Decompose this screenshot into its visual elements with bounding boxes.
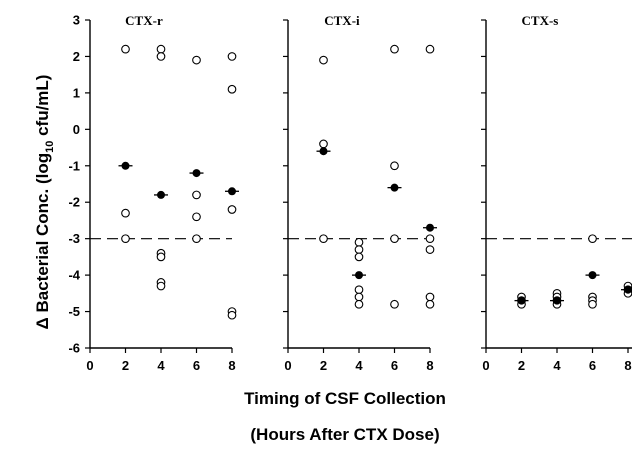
individual-point — [121, 234, 130, 244]
individual-point — [156, 252, 166, 262]
individual-point — [425, 299, 435, 309]
panel-title: CTX-r — [125, 13, 163, 28]
individual-point — [319, 234, 328, 244]
y-tick-label: 2 — [73, 49, 80, 64]
x-tick-label: 8 — [426, 358, 433, 373]
individual-point — [425, 245, 435, 254]
y-axis-title-main: Δ Bacterial Conc. (log — [33, 153, 52, 330]
panels-group: 3 2 1 0 -1 -2 -3 -4 -5 -6 0 2 4 6 8 CTX-r 0 2 4 6 8 CTX-i 0 2 4 6… — [68, 13, 632, 373]
x-tick-label: 8 — [624, 358, 631, 373]
mean-point — [588, 271, 597, 280]
individual-point — [588, 299, 597, 309]
panel-title: CTX-i — [324, 13, 360, 28]
x-tick-label: 2 — [122, 358, 129, 373]
x-tick-label: 6 — [193, 358, 200, 373]
panel-3: 0 2 4 6 8 CTX-s — [481, 13, 632, 373]
individual-point — [390, 44, 399, 54]
individual-point — [121, 208, 130, 218]
individual-point — [192, 234, 201, 244]
individual-point — [390, 299, 399, 309]
y-tick-label: -4 — [68, 268, 80, 283]
x-axis-title-line2: (Hours After CTX Dose) — [250, 425, 439, 444]
individual-point — [354, 245, 364, 254]
mean-point — [228, 187, 236, 196]
individual-point — [227, 205, 237, 214]
individual-point — [156, 281, 166, 291]
y-tick-label: 3 — [73, 13, 80, 28]
panel-title: CTX-s — [522, 13, 559, 28]
x-tick-label: 2 — [518, 358, 525, 373]
x-tick-label: 0 — [482, 358, 489, 373]
individual-point — [354, 292, 364, 302]
individual-point — [192, 190, 201, 200]
x-axis-title: Timing of CSF Collection — [244, 389, 446, 408]
x-tick-label: 8 — [228, 358, 235, 373]
individual-point — [227, 84, 237, 94]
y-tick-label: 0 — [73, 122, 80, 137]
y-axis-title-subscript: 10 — [44, 141, 56, 153]
y-tick-label: -1 — [68, 158, 80, 173]
individual-point — [192, 55, 201, 65]
panel-1: 3 2 1 0 -1 -2 -3 -4 -5 -6 0 2 4 6 8 CTX-r — [68, 13, 239, 373]
mean-point — [319, 147, 328, 156]
individual-point — [192, 212, 201, 222]
y-axis-title-unit: cfu/mL) — [33, 75, 52, 141]
mean-point — [390, 183, 399, 192]
individual-point — [425, 234, 435, 244]
y-tick-label: -5 — [68, 304, 80, 319]
y-tick-label: -3 — [68, 231, 80, 246]
individual-point — [390, 234, 399, 244]
x-tick-label: 0 — [284, 358, 291, 373]
mean-point — [624, 285, 632, 294]
mean-point — [355, 271, 363, 280]
x-tick-label: 6 — [391, 358, 398, 373]
mean-point — [157, 190, 165, 199]
individual-point — [390, 161, 399, 171]
y-tick-label: -6 — [68, 341, 80, 356]
mean-point — [192, 169, 201, 178]
mean-point — [426, 223, 434, 232]
y-tick-label: -2 — [68, 195, 80, 210]
x-tick-label: 4 — [157, 358, 165, 373]
mean-point — [517, 296, 526, 305]
individual-point — [319, 139, 328, 149]
x-tick-label: 2 — [320, 358, 327, 373]
individual-point — [588, 234, 597, 244]
mean-point — [121, 161, 130, 170]
individual-point — [354, 237, 364, 247]
individual-point — [156, 44, 166, 54]
y-tick-label: 1 — [73, 85, 80, 100]
individual-point — [156, 52, 166, 61]
individual-point — [354, 285, 364, 295]
individual-point — [227, 310, 237, 320]
individual-point — [354, 252, 364, 262]
x-tick-label: 6 — [589, 358, 596, 373]
x-tick-label: 4 — [553, 358, 561, 373]
panel-2: 0 2 4 6 8 CTX-i — [283, 13, 437, 373]
individual-point — [121, 44, 130, 54]
individual-point — [354, 299, 364, 309]
individual-point — [227, 52, 237, 61]
y-axis-title: Δ Bacterial Conc. (log10 cfu/mL) — [33, 75, 56, 330]
individual-point — [319, 55, 328, 65]
x-tick-label: 4 — [355, 358, 363, 373]
individual-point — [425, 44, 435, 54]
mean-point — [553, 296, 561, 305]
x-tick-label: 0 — [86, 358, 93, 373]
individual-point — [425, 292, 435, 302]
